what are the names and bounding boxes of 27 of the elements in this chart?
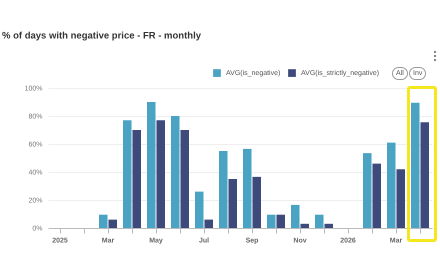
bar: [420, 122, 429, 228]
bar: [171, 116, 180, 228]
bar: [180, 130, 189, 228]
bar: [267, 214, 276, 228]
bar: [315, 214, 324, 228]
bar: [228, 179, 237, 228]
bar: [108, 220, 117, 228]
bar: [99, 214, 108, 228]
bar: [387, 142, 396, 228]
chart-title: % of days with negative price - FR - monthly: [2, 30, 202, 42]
bar: [195, 192, 204, 228]
bar: [276, 214, 285, 228]
bar: [147, 102, 156, 228]
bar: [219, 151, 228, 228]
bar: [252, 176, 261, 228]
bar: [156, 120, 165, 228]
bar: [411, 102, 420, 228]
bar: [372, 164, 381, 228]
bar: [396, 169, 405, 228]
bar: [291, 204, 300, 228]
bar: [324, 224, 333, 228]
bar: [243, 148, 252, 228]
bar: [300, 224, 309, 228]
bar: [363, 153, 372, 228]
bar: [123, 120, 132, 228]
bar: [132, 130, 141, 228]
bar: [204, 220, 213, 228]
